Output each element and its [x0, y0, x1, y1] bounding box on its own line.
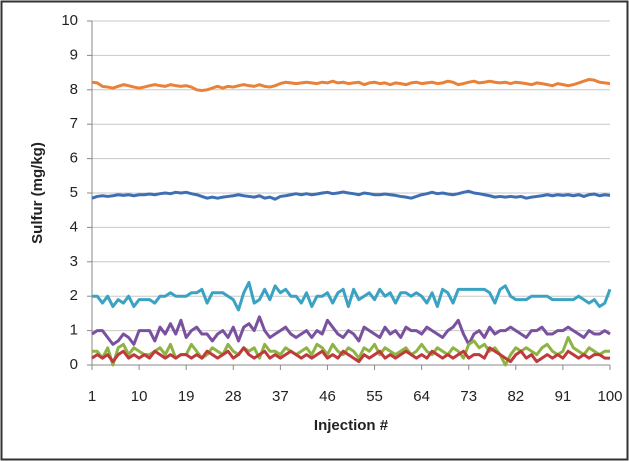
- series-line: [91, 346, 610, 364]
- y-tick-label: 4: [70, 218, 78, 235]
- y-tick-label: 7: [70, 115, 78, 132]
- y-tick-label: 2: [70, 287, 78, 304]
- y-tick-label: 5: [70, 184, 78, 201]
- x-tick-label: 55: [366, 388, 383, 405]
- x-tick-label: 100: [597, 388, 622, 405]
- y-tick-label: 8: [70, 81, 78, 98]
- series-line: [92, 280, 612, 312]
- series-line: [91, 77, 611, 92]
- x-axis-title: Injection #: [314, 417, 389, 434]
- x-tick-label: 82: [507, 388, 524, 405]
- y-tick-label: 10: [61, 12, 78, 29]
- x-tick-label: 28: [225, 388, 242, 405]
- y-tick-label: 0: [70, 356, 78, 373]
- y-axis-title: Sulfur (mg/kg): [29, 142, 46, 244]
- x-tick-label: 73: [460, 388, 477, 405]
- y-tick-label: 3: [70, 253, 78, 270]
- x-tick-label: 64: [413, 388, 430, 405]
- x-tick-label: 19: [178, 388, 195, 405]
- y-tick-label: 6: [70, 150, 78, 167]
- y-tick-label: 1: [70, 322, 78, 339]
- x-tick-label: 1: [88, 388, 96, 405]
- series-line: [91, 315, 611, 346]
- x-tick-label: 91: [555, 388, 572, 405]
- x-tick-label: 37: [272, 388, 289, 405]
- x-tick-label: 46: [319, 388, 336, 405]
- series-line: [91, 189, 611, 201]
- x-tick-label: 10: [131, 388, 148, 405]
- y-tick-label: 9: [70, 46, 78, 63]
